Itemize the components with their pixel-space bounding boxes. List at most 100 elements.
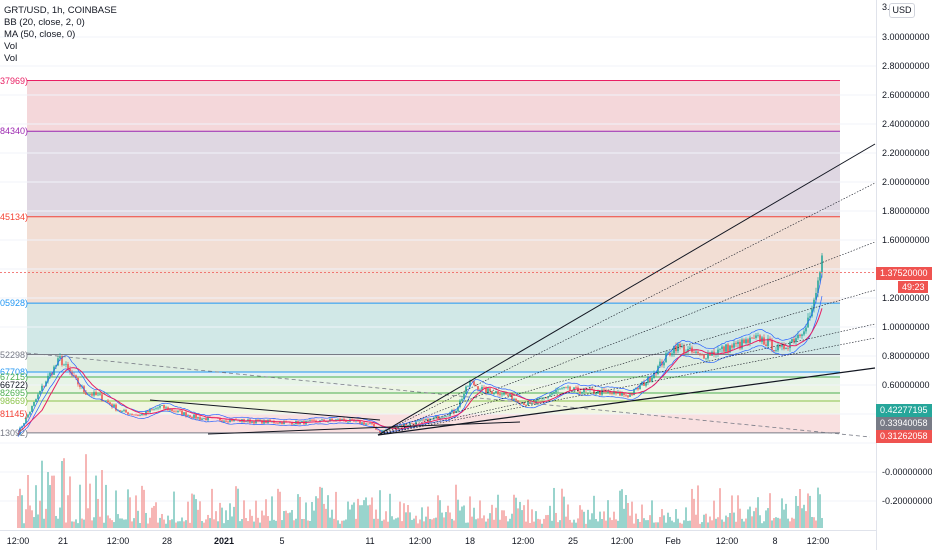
volume-bar: [411, 519, 413, 528]
volume-bar: [307, 520, 309, 528]
candle-body: [501, 394, 503, 396]
volume-bar: [87, 508, 89, 528]
volume-bar: [663, 515, 665, 528]
volume-bar: [305, 502, 307, 528]
time-axis-tick: 5: [279, 536, 285, 546]
candle-body: [65, 364, 67, 365]
candle-body: [773, 350, 775, 351]
volume-bar: [453, 520, 455, 528]
volume-bar: [779, 518, 781, 528]
candle-body: [601, 389, 603, 395]
volume-bar: [625, 495, 627, 528]
ma-indicator-label[interactable]: MA (50, close, 0): [4, 29, 76, 40]
candle-body: [757, 335, 759, 336]
candle-body: [351, 419, 353, 420]
volume-bar: [181, 517, 183, 528]
candle-body: [587, 389, 589, 391]
volume-bar: [569, 519, 571, 528]
candle-body: [219, 418, 221, 421]
candle-body: [119, 410, 121, 412]
candle-body: [339, 418, 341, 421]
candle-body: [491, 391, 493, 394]
volume-bar: [477, 518, 479, 528]
candle-body: [763, 337, 765, 345]
volume-indicator-label-2[interactable]: Vol: [4, 53, 18, 64]
candle-body: [555, 390, 557, 393]
candle-body: [785, 348, 787, 349]
volume-bar: [335, 491, 337, 528]
volume-bar: [73, 521, 75, 528]
volume-bar: [549, 505, 551, 528]
volume-bar: [689, 520, 691, 528]
volume-bar: [71, 521, 73, 528]
candle-body: [185, 412, 187, 417]
candle-body: [643, 382, 645, 386]
time-axis-tick: 12:00: [408, 536, 432, 546]
candle-body: [149, 409, 151, 413]
volume-bar: [25, 509, 27, 528]
volume-bar: [635, 513, 637, 528]
volume-bar: [619, 490, 621, 528]
candle-body: [61, 356, 63, 366]
candle-body: [649, 376, 651, 382]
candle-body: [417, 420, 419, 422]
candle-body: [191, 417, 193, 418]
candle-body: [325, 421, 327, 422]
candle-body: [583, 388, 585, 392]
volume-bar: [179, 521, 181, 528]
candle-body: [155, 408, 157, 410]
volume-bar: [367, 505, 369, 528]
candle-body: [797, 334, 799, 339]
volume-bar: [805, 511, 807, 528]
candle-body: [619, 391, 621, 396]
volume-bar: [465, 522, 467, 528]
volume-bar: [679, 522, 681, 528]
price-axis-tick: -0.20000000: [882, 496, 932, 506]
candle-body: [799, 334, 801, 336]
volume-bar: [743, 521, 745, 528]
volume-bar: [511, 513, 513, 528]
volume-bar: [713, 500, 715, 528]
time-axis-tick: 21: [57, 536, 69, 546]
price-axis-tick: 2.00000000: [882, 177, 930, 187]
volume-bar: [243, 500, 245, 528]
volume-bar: [457, 499, 459, 528]
volume-indicator-label[interactable]: Vol: [4, 41, 18, 52]
candle-body: [371, 423, 373, 424]
candle-body: [269, 419, 271, 422]
time-axis-divider: [0, 530, 876, 531]
candle-body: [233, 419, 235, 422]
candle-body: [781, 343, 783, 347]
volume-bar: [591, 513, 593, 528]
candle-body: [99, 394, 101, 395]
currency-button[interactable]: USD: [889, 3, 915, 18]
candle-body: [721, 346, 723, 349]
candle-body: [703, 354, 705, 359]
volume-bar: [201, 521, 203, 528]
volume-bar: [51, 475, 53, 528]
candle-body: [525, 404, 527, 406]
volume-bar: [165, 523, 167, 528]
fib-level-label: 45134): [0, 211, 29, 222]
volume-bar: [429, 518, 431, 528]
candle-body: [223, 420, 225, 422]
volume-bar: [57, 518, 59, 528]
volume-bar: [535, 511, 537, 528]
volume-bar: [289, 512, 291, 528]
volume-bar: [419, 519, 421, 528]
volume-bar: [639, 521, 641, 528]
symbol-title[interactable]: GRT/USD, 1h, COINBASE: [4, 5, 117, 16]
volume-bar: [749, 506, 751, 528]
volume-bar: [199, 501, 201, 528]
candle-body: [439, 417, 441, 420]
volume-bar: [123, 519, 125, 528]
volume-bar: [577, 518, 579, 528]
candle-body: [807, 317, 809, 328]
bb-indicator-label[interactable]: BB (20, close, 2, 0): [4, 17, 85, 28]
candle-body: [27, 414, 29, 418]
volume-bar: [785, 503, 787, 528]
time-axis-tick: 11: [365, 536, 375, 546]
volume-bar: [627, 503, 629, 528]
